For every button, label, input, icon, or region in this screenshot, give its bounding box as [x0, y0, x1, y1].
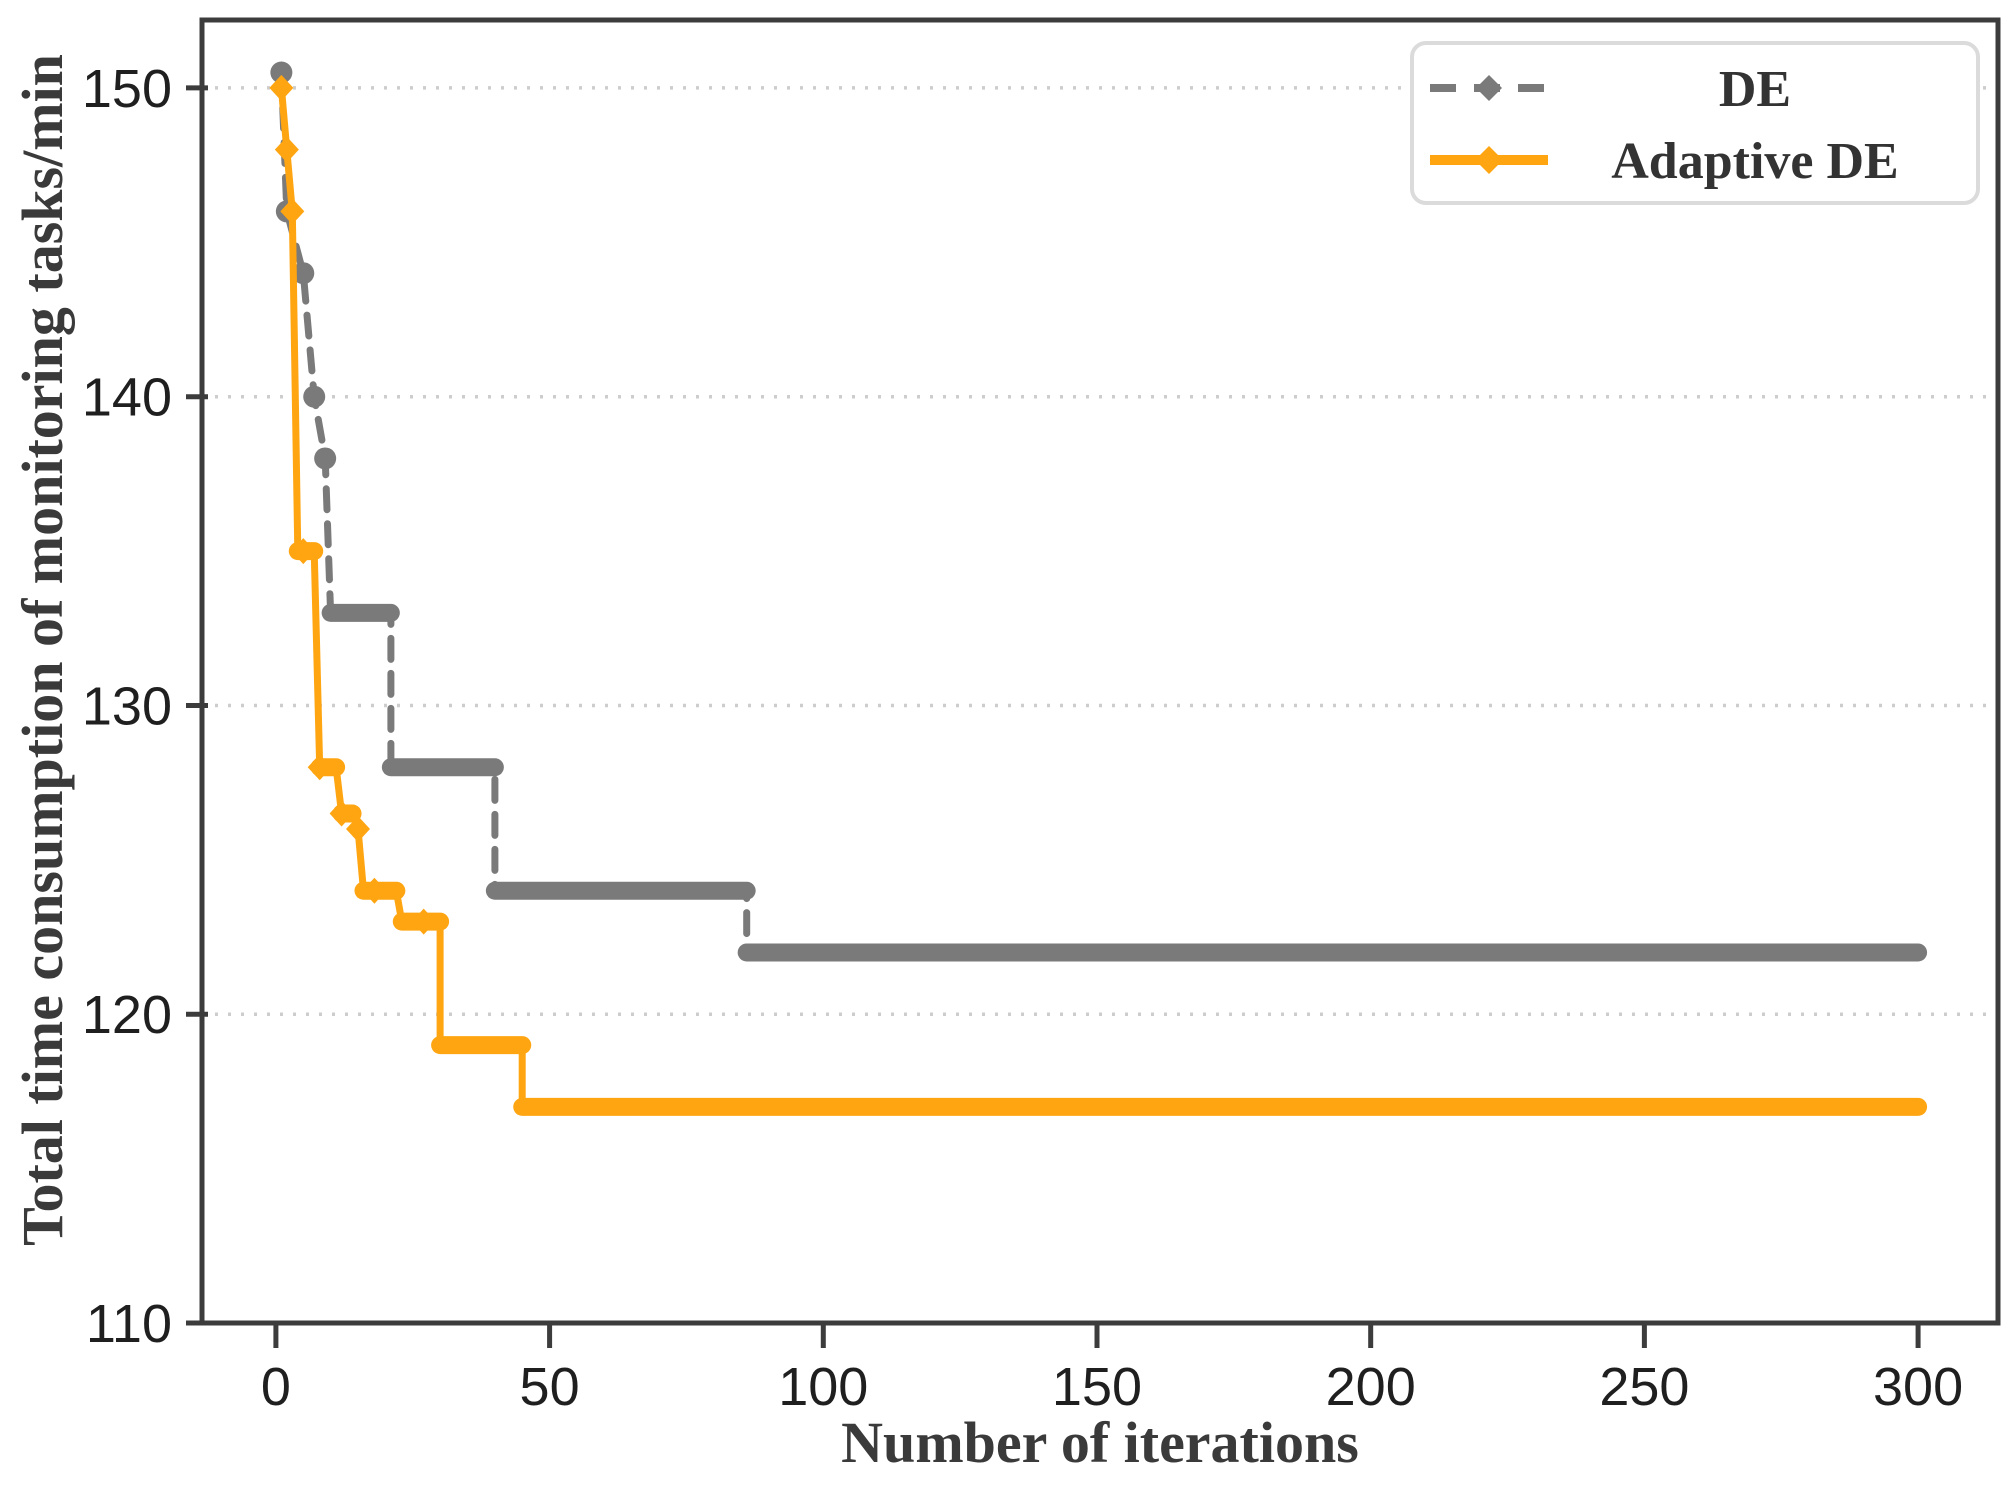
adaptive-de-marker-icon — [274, 136, 299, 163]
de-legend-marker-icon — [1476, 75, 1502, 101]
adaptive-de-marker-icon — [329, 800, 354, 827]
de-marker-icon — [303, 385, 326, 408]
x-tick-label-250: 250 — [1599, 1357, 1689, 1417]
y-tick-label-110: 110 — [86, 1294, 172, 1354]
legend-item-adaptive-de: Adaptive DE — [1430, 133, 1899, 190]
gridlines — [202, 86, 1998, 1016]
x-tick-label-200: 200 — [1326, 1357, 1416, 1417]
y-axis-ticks: 110 120 130 140 150 — [82, 59, 208, 1354]
y-axis-title: Total time consumption of monitoring tas… — [10, 54, 75, 1246]
adaptive-de-marker-icon — [291, 538, 316, 565]
y-tick-label-130: 130 — [82, 676, 172, 736]
y-tick-label-140: 140 — [82, 368, 172, 428]
adaptive-de-series — [269, 74, 1928, 1116]
legend-label-de: DE — [1719, 61, 1791, 118]
legend-item-de: DE — [1430, 61, 1791, 118]
x-tick-label-0: 0 — [261, 1357, 291, 1417]
legend-box — [1410, 41, 1980, 205]
adaptive-de-marker-icon — [411, 908, 436, 935]
de-marker-icon — [270, 61, 293, 84]
x-tick-label-50: 50 — [520, 1357, 580, 1417]
x-axis-ticks: 0 50 100 150 200 250 300 — [261, 1323, 1963, 1417]
legend-label-adaptive-de: Adaptive DE — [1611, 133, 1898, 190]
y-tick-label-120: 120 — [82, 985, 172, 1045]
legend: DE Adaptive DE — [1410, 41, 1980, 205]
x-axis-title: Number of iterations — [841, 1410, 1359, 1475]
adaptive-de-marker-icon — [346, 815, 371, 842]
adaptive-de-legend-marker-icon — [1475, 146, 1503, 174]
x-tick-label-100: 100 — [778, 1357, 868, 1417]
x-tick-label-150: 150 — [1052, 1357, 1142, 1417]
adaptive-de-marker-icon — [307, 754, 332, 781]
de-marker-icon — [292, 262, 315, 285]
de-marker-icon — [314, 447, 337, 470]
adaptive-de-marker-icon — [280, 198, 305, 225]
x-tick-label-300: 300 — [1873, 1357, 1963, 1417]
plot-border — [199, 17, 2001, 1326]
adaptive-de-marker-icon — [269, 74, 294, 101]
y-tick-label-150: 150 — [82, 59, 172, 119]
de-series — [270, 61, 1928, 962]
adaptive-de-marker-icon — [362, 877, 387, 904]
